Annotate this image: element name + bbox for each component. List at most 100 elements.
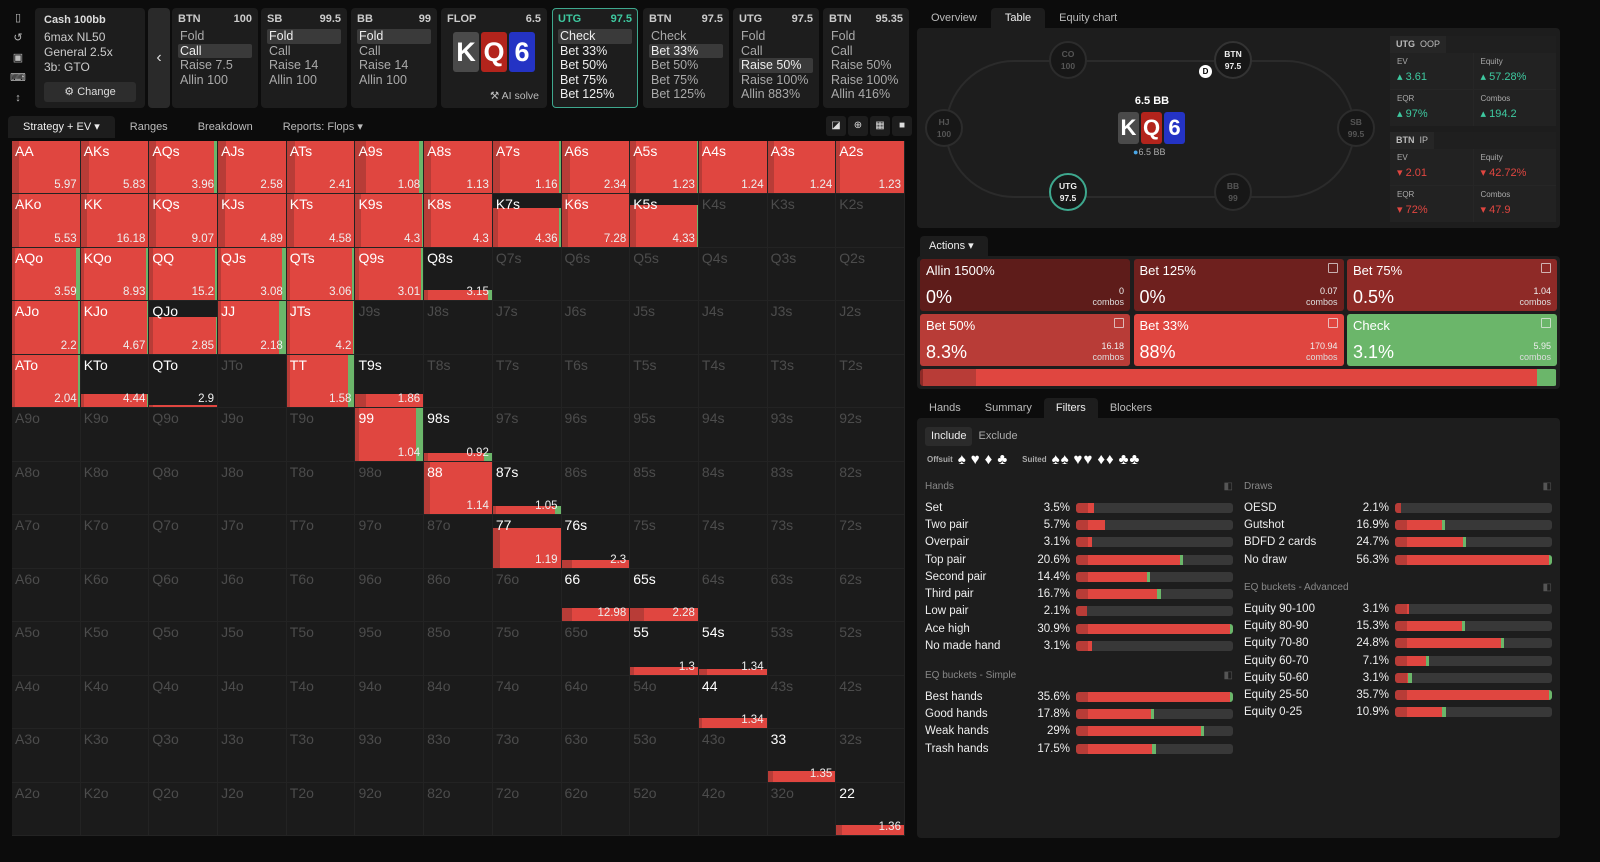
hand-cell[interactable]: 92o — [355, 782, 425, 836]
hand-cell[interactable]: 52o — [630, 782, 699, 836]
hand-cell[interactable]: 32s — [836, 729, 905, 783]
hand-cell[interactable]: 84s — [698, 461, 768, 516]
hand-cell[interactable]: 55 1.3 — [630, 622, 699, 676]
action-option[interactable]: Bet 33% — [649, 43, 723, 58]
hand-cell[interactable]: 74s — [698, 515, 768, 569]
hand-cell[interactable]: 43o — [698, 729, 768, 783]
hand-cell[interactable]: 33 1.35 — [767, 729, 837, 783]
hand-cell[interactable]: 22 1.36 — [836, 782, 905, 836]
hand-cell[interactable]: 43s — [767, 675, 837, 730]
hand-cell[interactable]: Q7s — [492, 247, 562, 302]
hand-cell[interactable]: T6o — [286, 568, 356, 623]
action-option[interactable]: Allin 883% — [741, 87, 801, 101]
hand-cell[interactable]: QJs 3.08 — [218, 247, 287, 302]
hand-cell[interactable]: KTs 4.58 — [286, 194, 356, 248]
filter-row[interactable]: BDFD 2 cards 24.7% — [1244, 534, 1552, 551]
square-icon[interactable]: ■ — [892, 116, 912, 136]
hand-cell[interactable]: AQo 3.59 — [12, 247, 81, 302]
hand-cell[interactable]: Q4s — [698, 247, 768, 302]
change-button[interactable]: ⚙ Change — [44, 82, 136, 102]
hand-cell[interactable]: 62o — [561, 782, 631, 836]
hand-cell[interactable]: A5s 1.23 — [630, 141, 699, 195]
hand-cell[interactable]: T7o — [286, 515, 356, 569]
filter-row[interactable]: Equity 70-80 24.8% — [1244, 635, 1552, 652]
hand-cell[interactable]: K2o — [80, 782, 150, 836]
action-option[interactable]: Bet 50% — [560, 58, 608, 72]
compact-icon[interactable]: ⊕ — [848, 116, 868, 136]
exclude-button[interactable]: Exclude — [978, 430, 1018, 442]
filter-row[interactable]: Equity 80-90 15.3% — [1244, 617, 1552, 634]
hand-cell[interactable]: T3o — [286, 729, 356, 783]
filter-row[interactable]: Third pair 16.7% — [925, 585, 1233, 602]
hand-cell[interactable]: K9s 4.3 — [355, 194, 425, 248]
hand-cell[interactable]: 72o — [492, 782, 562, 836]
toggle-icon[interactable]: ◧ — [1223, 670, 1233, 681]
hand-cell[interactable]: 73s — [767, 515, 837, 569]
hand-cell[interactable]: K5s 4.33 — [630, 194, 699, 248]
filter-row[interactable]: Ace high 30.9% — [925, 620, 1233, 637]
suited-club-icon[interactable]: ♣ ♣ — [1119, 451, 1140, 469]
hand-cell[interactable]: 98o — [355, 461, 425, 516]
hand-cell[interactable]: 87o — [424, 515, 493, 569]
hand-cell[interactable]: Q6o — [149, 568, 219, 623]
hand-cell[interactable]: 62s — [836, 568, 905, 623]
hand-cell[interactable]: Q2s — [836, 247, 905, 302]
filter-row[interactable]: Equity 50-60 3.1% — [1244, 669, 1552, 686]
toggle-icon[interactable]: ◧ — [1542, 582, 1552, 593]
hand-cell[interactable]: A2o — [12, 782, 81, 836]
hand-cell[interactable]: Q5s — [630, 247, 699, 302]
action-option[interactable]: Check — [651, 29, 687, 43]
hand-cell[interactable]: KJs 4.89 — [218, 194, 287, 248]
hand-cell[interactable]: A6s 2.34 — [561, 141, 631, 195]
hand-cell[interactable]: J9o — [218, 408, 287, 462]
hand-cell[interactable]: 85s — [630, 461, 699, 516]
hand-cell[interactable]: K4s — [698, 194, 768, 248]
hand-cell[interactable]: J8o — [218, 461, 287, 516]
hand-cell[interactable]: AKo 5.53 — [12, 194, 81, 248]
hand-cell[interactable]: Q6s — [561, 247, 631, 302]
save-icon[interactable]: ▣ — [12, 52, 24, 64]
hand-cell[interactable]: KQs 9.07 — [149, 194, 219, 248]
hand-cell[interactable]: K6s 7.28 — [561, 194, 631, 248]
hand-cell[interactable]: K7o — [80, 515, 150, 569]
action-option[interactable]: Allin 100 — [180, 72, 228, 87]
offsuit-club-icon[interactable]: ♣ — [997, 451, 1008, 468]
filter-row[interactable]: Two pair 5.7% — [925, 516, 1233, 533]
offsuit-heart-icon[interactable]: ♥ — [970, 451, 980, 468]
filter-row[interactable]: Set 3.5% — [925, 499, 1233, 516]
action-option[interactable]: Bet 50% — [651, 58, 699, 72]
suited-diamond-icon[interactable]: ♦ ♦ — [1097, 451, 1113, 469]
hand-cell[interactable]: 93s — [767, 408, 837, 462]
hand-cell[interactable]: AKs 5.83 — [80, 141, 150, 195]
filter-row[interactable]: Equity 25-50 35.7% — [1244, 686, 1552, 703]
hand-cell[interactable]: Q7o — [149, 515, 219, 569]
hand-cell[interactable]: 87s 1.05 — [492, 461, 562, 516]
hand-cell[interactable]: ATo 2.04 — [12, 354, 81, 409]
filter-row[interactable]: Trash hands 17.5% — [925, 740, 1233, 757]
hand-cell[interactable]: 42o — [698, 782, 768, 836]
hand-cell[interactable]: 32o — [767, 782, 837, 836]
tab-table[interactable]: Table — [990, 8, 1046, 28]
action-option[interactable]: Bet 75% — [651, 72, 699, 87]
hand-cell[interactable]: K9o — [80, 408, 150, 462]
hand-cell[interactable]: Q9s 3.01 — [355, 247, 425, 302]
hand-cell[interactable]: J5s — [630, 301, 699, 355]
hand-cell[interactable]: ATs 2.41 — [286, 141, 356, 195]
filter-row[interactable]: Best hands 35.6% — [925, 688, 1233, 705]
hand-cell[interactable]: 72s — [836, 515, 905, 569]
hand-cell[interactable]: KQo 8.93 — [80, 247, 150, 302]
filter-row[interactable]: Weak hands 29% — [925, 723, 1233, 740]
details-icon[interactable] — [1541, 318, 1551, 328]
hand-cell[interactable]: A3o — [12, 729, 81, 783]
hand-cell[interactable]: Q4o — [149, 675, 219, 730]
hand-cell[interactable]: 98s 0.92 — [424, 408, 493, 462]
hand-cell[interactable]: 64o — [561, 675, 631, 730]
toggle-icon[interactable]: ◧ — [1223, 481, 1233, 492]
hand-cell[interactable]: K2s — [836, 194, 905, 248]
action-card-check[interactable]: Check 3.1% 5.95 combos — [1347, 314, 1557, 366]
hand-cell[interactable]: K7s 4.36 — [492, 194, 562, 248]
filter-row[interactable]: Second pair 14.4% — [925, 568, 1233, 585]
tab-strategy-ev[interactable]: Strategy + EV ▾ — [8, 116, 115, 138]
hand-cell[interactable]: Q3o — [149, 729, 219, 783]
details-icon[interactable] — [1541, 263, 1551, 273]
